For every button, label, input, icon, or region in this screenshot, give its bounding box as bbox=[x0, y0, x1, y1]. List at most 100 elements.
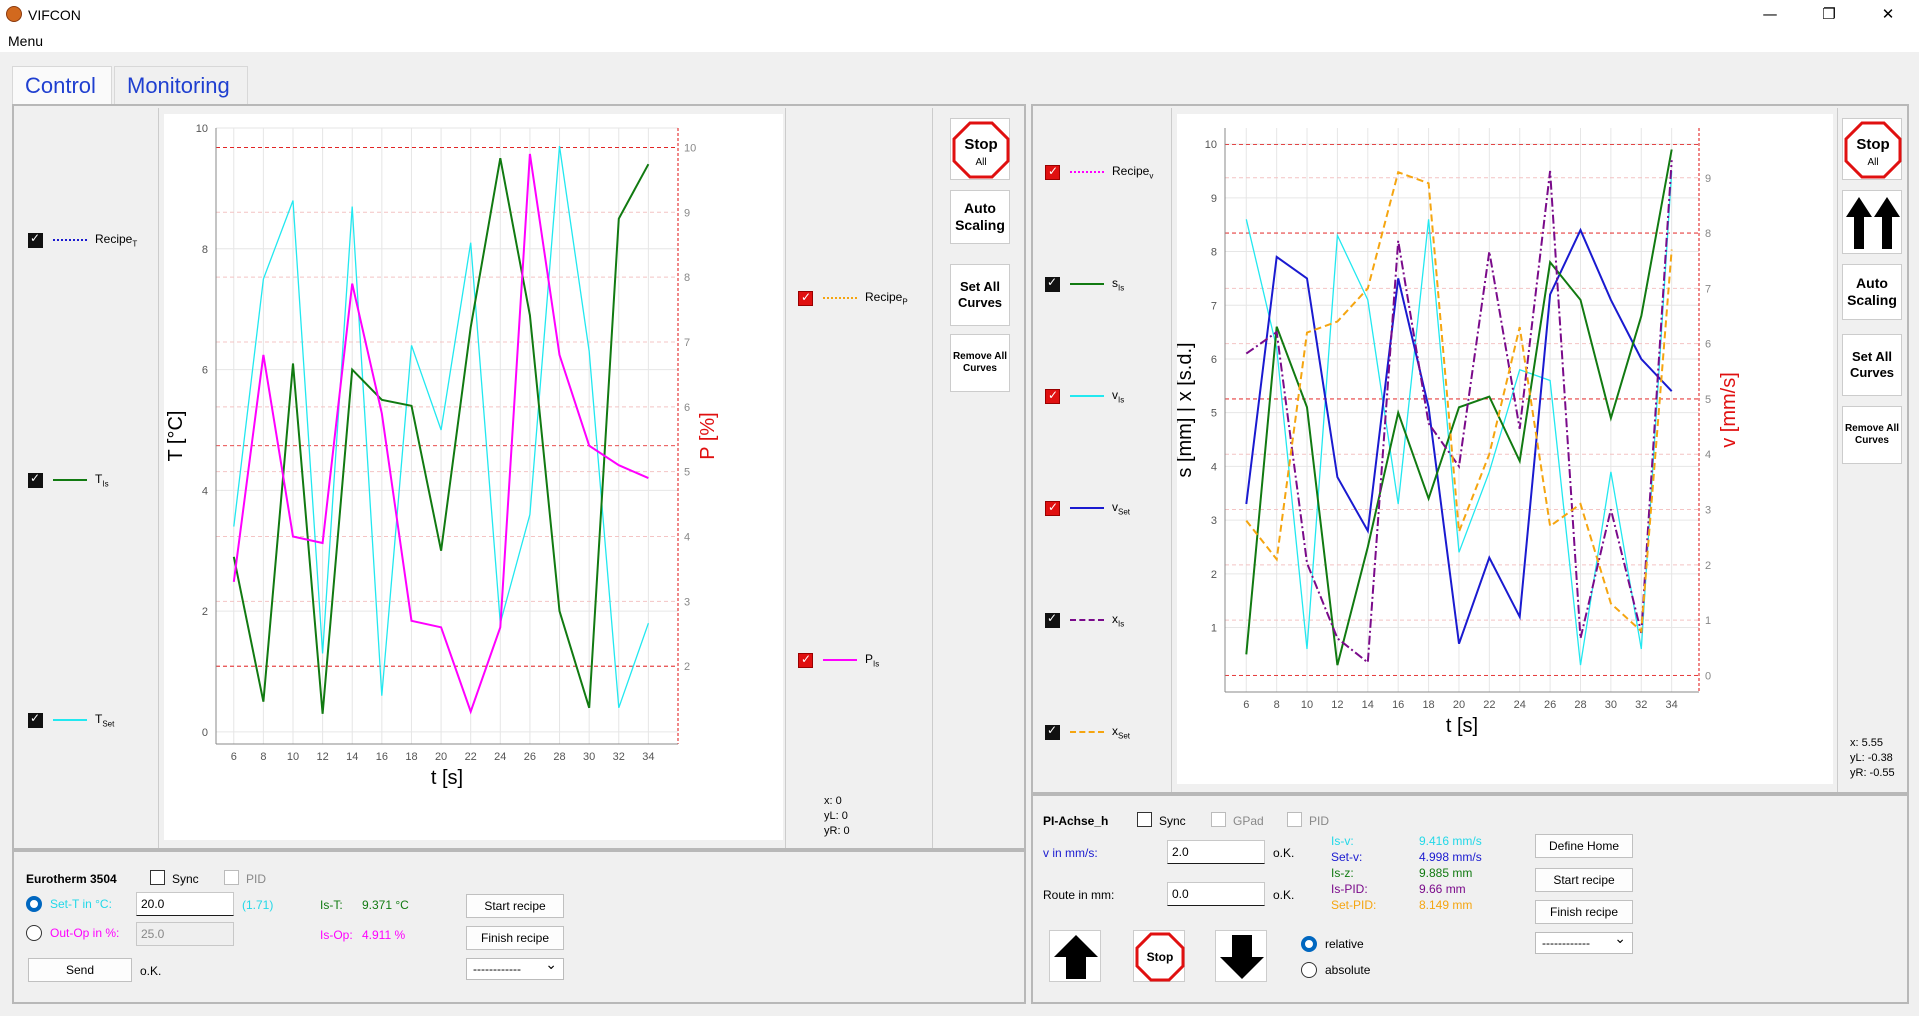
set-t-input[interactable]: 20.0 bbox=[136, 892, 234, 916]
route-input[interactable]: 0.0 bbox=[1167, 882, 1265, 906]
x-tick-label: 6 bbox=[1243, 699, 1249, 711]
v-input[interactable]: 2.0 bbox=[1167, 840, 1265, 864]
stop-all-button-right[interactable]: Stop All bbox=[1842, 118, 1902, 180]
readout-x: x: 0 bbox=[824, 795, 842, 807]
left-legend-panel: RecipeT TIs TSet bbox=[16, 108, 159, 848]
legend-recipe-v[interactable]: Recipev bbox=[1045, 162, 1153, 182]
legend-t-set[interactable]: TSet bbox=[28, 710, 114, 730]
sync-checkbox[interactable] bbox=[150, 870, 165, 885]
legend-t-is[interactable]: TIs bbox=[28, 470, 109, 490]
set-t-radio[interactable] bbox=[26, 896, 42, 912]
out-op-input[interactable]: 25.0 bbox=[136, 922, 234, 946]
legend-s-is[interactable]: sIs bbox=[1045, 274, 1124, 294]
move-up-fast-button[interactable] bbox=[1842, 190, 1902, 254]
start-recipe-button[interactable]: Start recipe bbox=[466, 894, 564, 918]
legend-recipe-t[interactable]: RecipeT bbox=[28, 230, 137, 250]
finish-recipe-button[interactable]: Finish recipe bbox=[1535, 900, 1633, 924]
pid-checkbox[interactable] bbox=[224, 870, 239, 885]
close-button[interactable]: ✕ bbox=[1881, 5, 1895, 23]
y-tick-label: 3 bbox=[1211, 515, 1217, 527]
double-arrow-up-icon bbox=[1846, 197, 1900, 249]
y-axis-label: T [°C] bbox=[165, 411, 187, 462]
set-t-label: Set-T in °C: bbox=[50, 897, 112, 911]
checkbox-recipe-p[interactable] bbox=[798, 290, 813, 306]
legend-v-is[interactable]: vIs bbox=[1045, 386, 1124, 406]
right-plot-area[interactable]: 6 8 10 12 14 16 18 20 22 24 26 28 30 32 34 1 2 3 4 5 6 7 8 9 10 0… bbox=[1174, 114, 1833, 784]
stop-button[interactable]: Stop bbox=[1133, 930, 1185, 982]
x-tick-label: 14 bbox=[346, 751, 358, 763]
x-tick-label: 28 bbox=[1574, 699, 1586, 711]
remove-all-curves-button[interactable]: Remove All Curves bbox=[950, 334, 1010, 392]
pid-checkbox[interactable] bbox=[1287, 812, 1302, 827]
auto-scaling-button[interactable]: Auto Scaling bbox=[950, 190, 1010, 244]
remove-all-curves-button-right[interactable]: Remove All Curves bbox=[1842, 406, 1902, 464]
checkbox-v-is[interactable] bbox=[1045, 388, 1060, 404]
left-plot-pane: RecipeT TIs TSet 68101214161820222426283… bbox=[12, 104, 1026, 850]
y-axis-label: s [mm] | x [s.d.] bbox=[1177, 342, 1196, 477]
auto-scaling-button-right[interactable]: Auto Scaling bbox=[1842, 264, 1902, 320]
relative-radio[interactable] bbox=[1301, 936, 1317, 952]
x-axis-label: t [s] bbox=[1446, 715, 1478, 737]
app-icon bbox=[6, 6, 22, 22]
checkbox-x-set[interactable] bbox=[1045, 723, 1060, 740]
finish-recipe-button[interactable]: Finish recipe bbox=[466, 926, 564, 950]
move-down-button[interactable] bbox=[1215, 930, 1267, 982]
checkbox-p-is[interactable] bbox=[798, 652, 813, 668]
x-tick-label: 8 bbox=[1274, 699, 1280, 711]
checkbox-t-is[interactable] bbox=[28, 471, 43, 488]
readout-yl: yL: 0 bbox=[824, 810, 848, 822]
legend-label: T bbox=[95, 711, 103, 726]
checkbox-recipe-v[interactable] bbox=[1045, 164, 1060, 180]
move-up-button[interactable] bbox=[1049, 930, 1101, 982]
absolute-radio[interactable] bbox=[1301, 962, 1317, 978]
legend-sub: P bbox=[902, 297, 908, 307]
legend-p-is[interactable]: PIs bbox=[798, 650, 879, 670]
checkbox-recipe-t[interactable] bbox=[28, 231, 43, 248]
sync-checkbox[interactable] bbox=[1137, 812, 1152, 827]
minimize-button[interactable]: — bbox=[1762, 5, 1778, 23]
set-all-curves-button-right[interactable]: Set All Curves bbox=[1842, 334, 1902, 396]
x-tick-label: 22 bbox=[465, 751, 477, 763]
pid-label: PID bbox=[246, 872, 267, 886]
checkbox-s-is[interactable] bbox=[1045, 275, 1060, 292]
left-plot-area[interactable]: 6 8 10 12 14 16 18 20 22 24 26 28 30 32 34 0 2 4 6 8 10 2 3 4 5 6… bbox=[164, 114, 783, 840]
checkbox-x-is[interactable] bbox=[1045, 611, 1060, 628]
start-recipe-button[interactable]: Start recipe bbox=[1535, 868, 1633, 892]
right-button-column: Stop All Auto Scaling Set All Curves Rem… bbox=[1837, 108, 1907, 792]
set-all-curves-button[interactable]: Set All Curves bbox=[950, 264, 1010, 326]
out-op-radio[interactable] bbox=[26, 925, 42, 941]
checkbox-v-set[interactable] bbox=[1045, 500, 1060, 516]
x-tick-label: 12 bbox=[316, 751, 328, 763]
x-tick-label: 6 bbox=[231, 751, 237, 763]
define-home-button[interactable]: Define Home bbox=[1535, 834, 1633, 858]
y-right-tick-label: 3 bbox=[684, 596, 690, 608]
v-ok-status: o.K. bbox=[1273, 846, 1295, 860]
gpad-checkbox[interactable] bbox=[1211, 812, 1226, 827]
y-right-tick-label: 9 bbox=[1705, 173, 1711, 185]
send-button[interactable]: Send bbox=[28, 958, 132, 982]
maximize-button[interactable]: ❐ bbox=[1822, 5, 1836, 23]
position-velocity-chart[interactable]: 6 8 10 12 14 16 18 20 22 24 26 28 30 32 34123456789100… bbox=[1174, 114, 1833, 784]
menu-item[interactable]: Menu bbox=[8, 33, 44, 49]
stop-all-button[interactable]: Stop All bbox=[950, 118, 1010, 180]
recipe-select[interactable]: ------------ bbox=[466, 955, 564, 980]
y-right-tick-label: 0 bbox=[1705, 670, 1711, 682]
series-line-t-set bbox=[233, 146, 650, 709]
x-tick-label: 16 bbox=[1392, 699, 1404, 711]
y-tick-label: 6 bbox=[1211, 354, 1217, 366]
legend-x-is[interactable]: xIs bbox=[1045, 610, 1124, 630]
series-line-x-set bbox=[1245, 170, 1673, 634]
legend-x-set[interactable]: xSet bbox=[1045, 722, 1130, 742]
is-op-value: 4.911 % bbox=[362, 928, 406, 942]
tab-monitoring[interactable]: Monitoring bbox=[114, 66, 248, 104]
legend-v-set[interactable]: vSet bbox=[1045, 498, 1130, 518]
y-tick-label: 7 bbox=[1211, 300, 1217, 312]
arrow-up-icon bbox=[1054, 935, 1098, 979]
checkbox-t-set[interactable] bbox=[28, 711, 43, 728]
recipe-select[interactable]: ------------ bbox=[1535, 929, 1633, 954]
temperature-power-chart[interactable]: 6 8 10 12 14 16 18 20 22 24 26 28 30 32 34024681023456… bbox=[164, 114, 783, 840]
readout-x: x: 5.55 bbox=[1850, 737, 1884, 749]
tab-control[interactable]: Control bbox=[12, 66, 112, 104]
readout-yr: yR: -0.55 bbox=[1850, 767, 1895, 779]
legend-recipe-p[interactable]: RecipeP bbox=[798, 288, 908, 308]
